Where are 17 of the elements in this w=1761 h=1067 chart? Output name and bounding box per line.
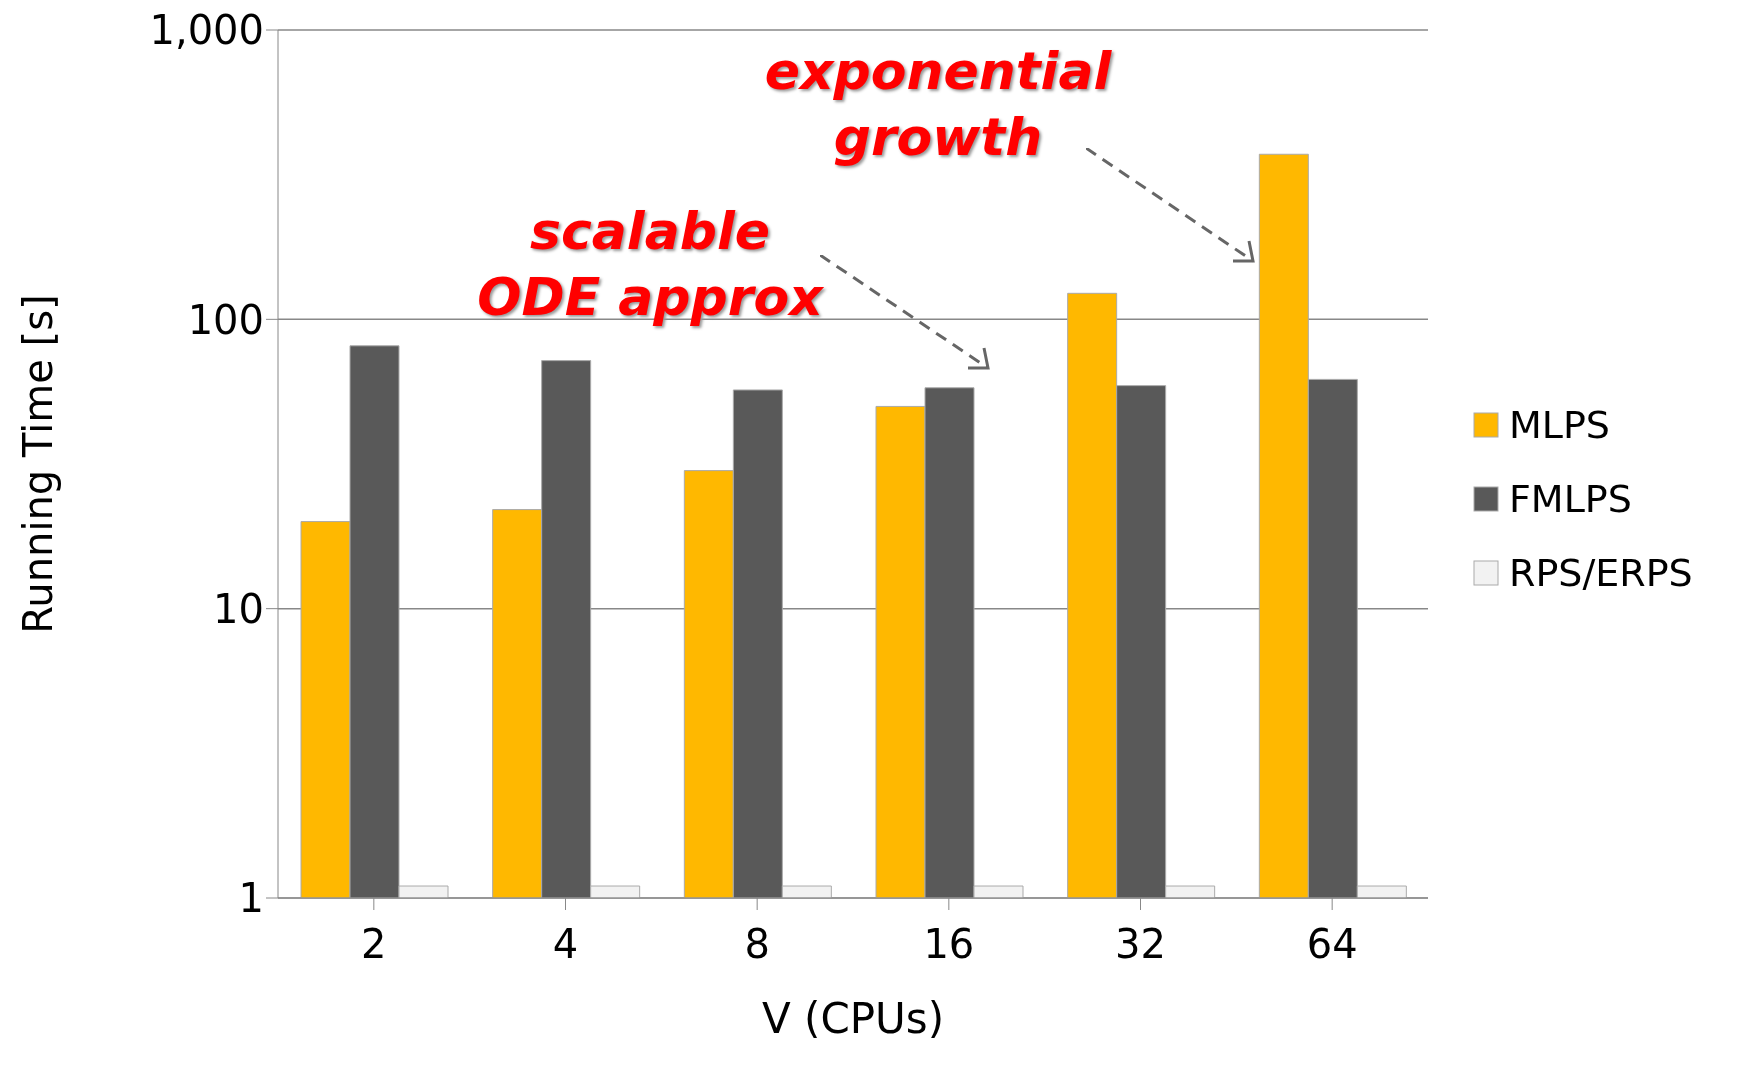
annotation: scalable ODE approx: [476, 200, 825, 329]
y-tick-label: 1,000: [149, 7, 264, 54]
y-axis-title: Running Time [s]: [15, 294, 62, 634]
y-tick-label: 1: [238, 875, 264, 922]
legend-label: RPS/ERPS: [1509, 551, 1693, 595]
legend-label: MLPS: [1509, 403, 1610, 447]
x-axis-title: V (CPUs): [761, 994, 945, 1043]
x-tick-label: 2: [361, 921, 387, 968]
x-tick-label: 64: [1306, 921, 1358, 968]
x-tick-label: 4: [552, 921, 579, 968]
x-tick-label: 16: [923, 921, 975, 968]
annotation: exponential growth: [763, 40, 1113, 169]
y-tick-label: 100: [187, 296, 264, 343]
y-tick-label: 10: [213, 585, 264, 632]
x-tick-label: 32: [1115, 921, 1166, 968]
legend-label: FMLPS: [1509, 477, 1632, 521]
x-tick-label: 8: [744, 921, 770, 968]
